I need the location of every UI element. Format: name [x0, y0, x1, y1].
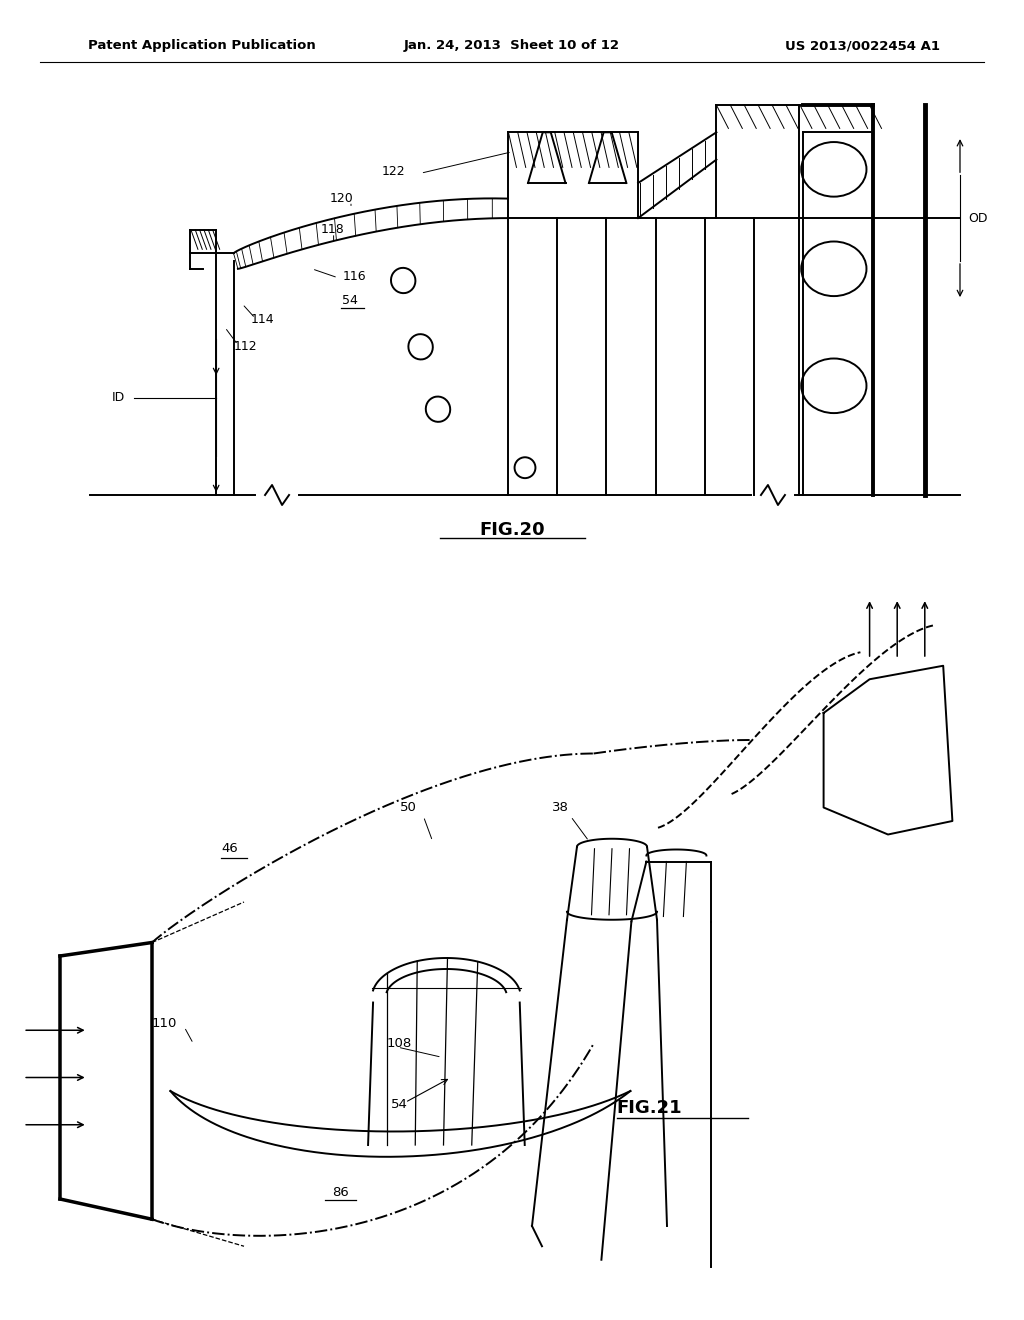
Text: 118: 118	[321, 223, 344, 236]
Text: 116: 116	[342, 271, 366, 282]
Text: 114: 114	[251, 313, 274, 326]
Text: 38: 38	[552, 801, 569, 814]
Text: Jan. 24, 2013  Sheet 10 of 12: Jan. 24, 2013 Sheet 10 of 12	[404, 40, 620, 53]
Text: 122: 122	[382, 165, 406, 178]
Text: 112: 112	[233, 341, 257, 354]
Text: 86: 86	[332, 1185, 349, 1199]
Text: 120: 120	[330, 193, 353, 205]
Text: 54: 54	[342, 293, 358, 306]
Text: 110: 110	[152, 1016, 177, 1030]
Text: US 2013/0022454 A1: US 2013/0022454 A1	[785, 40, 940, 53]
Text: FIG.20: FIG.20	[479, 521, 545, 539]
Text: FIG.21: FIG.21	[616, 1098, 682, 1117]
Text: OD: OD	[969, 211, 988, 224]
Text: Patent Application Publication: Patent Application Publication	[88, 40, 315, 53]
Text: 46: 46	[221, 842, 238, 854]
Text: 54: 54	[391, 1098, 409, 1111]
Text: 108: 108	[387, 1038, 412, 1051]
Text: ID: ID	[112, 391, 125, 404]
Text: 50: 50	[400, 801, 417, 814]
